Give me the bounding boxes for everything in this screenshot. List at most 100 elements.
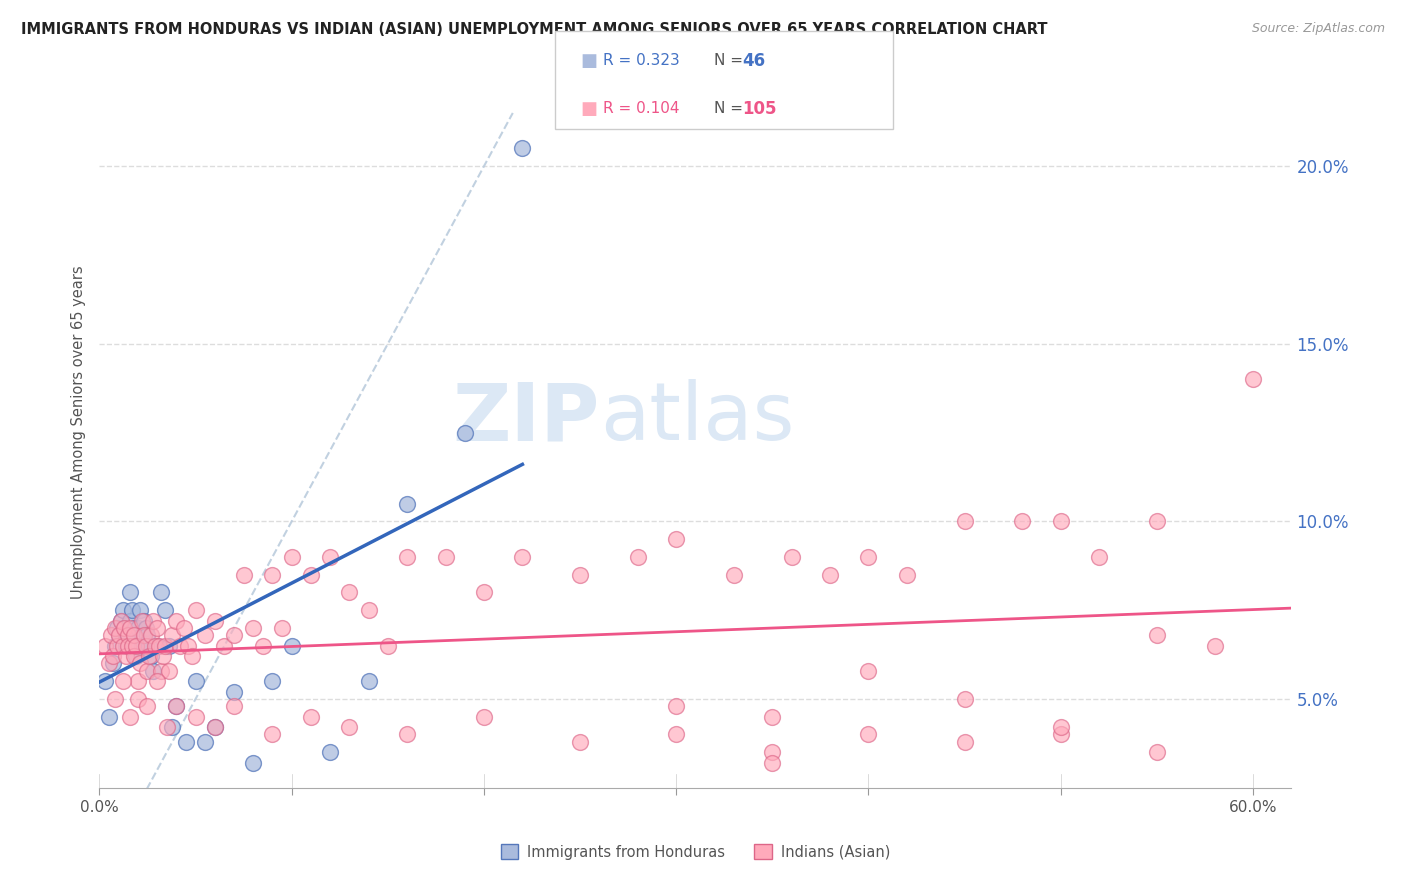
Point: [100, 628, 122, 642]
Point: [396, 497, 419, 511]
Point: [319, 549, 342, 564]
Point: [337, 720, 360, 734]
Point: [143, 639, 166, 653]
Point: [184, 710, 207, 724]
Point: [94, 639, 117, 653]
Point: [723, 567, 745, 582]
Point: [627, 549, 650, 564]
Point: [665, 727, 688, 741]
Point: [1011, 515, 1033, 529]
Point: [512, 141, 534, 155]
Point: [337, 585, 360, 599]
Text: N =: N =: [714, 54, 748, 68]
Point: [142, 614, 165, 628]
Point: [132, 614, 155, 628]
Point: [104, 639, 127, 653]
Point: [153, 639, 176, 653]
Point: [156, 720, 179, 734]
Text: ■: ■: [581, 100, 598, 118]
Point: [122, 649, 145, 664]
Point: [1204, 639, 1226, 653]
Point: [1049, 727, 1071, 741]
Point: [110, 614, 132, 628]
Point: [136, 699, 159, 714]
Point: [242, 756, 264, 770]
Point: [117, 628, 139, 642]
Point: [104, 621, 127, 635]
Point: [101, 657, 124, 671]
Point: [111, 603, 134, 617]
Point: [120, 614, 142, 628]
Point: [141, 649, 163, 664]
Point: [953, 515, 976, 529]
Point: [105, 621, 128, 635]
Point: [165, 699, 187, 714]
Point: [162, 720, 184, 734]
Point: [434, 549, 457, 564]
Point: [184, 603, 207, 617]
Point: [761, 756, 783, 770]
Text: R = 0.323: R = 0.323: [603, 54, 681, 68]
Point: [357, 674, 380, 689]
Point: [232, 567, 254, 582]
Point: [1146, 628, 1168, 642]
Point: [104, 692, 127, 706]
Point: [121, 639, 143, 653]
Point: [117, 639, 139, 653]
Point: [111, 674, 134, 689]
Point: [319, 745, 342, 759]
Y-axis label: Unemployment Among Seniors over 65 years: Unemployment Among Seniors over 65 years: [72, 266, 86, 599]
Point: [165, 614, 187, 628]
Point: [120, 585, 142, 599]
Point: [454, 425, 477, 440]
Point: [262, 567, 284, 582]
Legend: Immigrants from Honduras, Indians (Asian): Immigrants from Honduras, Indians (Asian…: [495, 838, 896, 866]
Point: [184, 674, 207, 689]
Point: [153, 603, 176, 617]
Point: [665, 699, 688, 714]
Point: [1049, 720, 1071, 734]
Point: [125, 639, 148, 653]
Point: [262, 674, 284, 689]
Point: [396, 549, 419, 564]
Text: R = 0.104: R = 0.104: [603, 102, 679, 116]
Text: ZIP: ZIP: [453, 379, 600, 458]
Point: [146, 674, 169, 689]
Text: N =: N =: [714, 102, 748, 116]
Point: [94, 674, 117, 689]
Text: ■: ■: [581, 52, 598, 70]
Point: [135, 639, 157, 653]
Point: [194, 734, 217, 748]
Point: [120, 710, 142, 724]
Point: [127, 621, 149, 635]
Point: [131, 628, 153, 642]
Point: [131, 614, 153, 628]
Point: [377, 639, 399, 653]
Point: [242, 621, 264, 635]
Point: [396, 727, 419, 741]
Point: [761, 710, 783, 724]
Point: [194, 628, 217, 642]
Point: [214, 639, 236, 653]
Point: [98, 710, 121, 724]
Point: [858, 664, 880, 678]
Point: [761, 745, 783, 759]
Text: atlas: atlas: [600, 379, 794, 458]
Point: [157, 639, 180, 653]
Point: [138, 649, 160, 664]
Point: [120, 621, 142, 635]
Point: [157, 664, 180, 678]
Point: [953, 692, 976, 706]
Point: [146, 621, 169, 635]
Point: [142, 664, 165, 678]
Point: [132, 628, 155, 642]
Point: [222, 628, 245, 642]
Point: [131, 639, 153, 653]
Point: [169, 639, 191, 653]
Point: [122, 628, 145, 642]
Point: [112, 621, 135, 635]
Point: [222, 699, 245, 714]
Point: [127, 692, 149, 706]
Point: [569, 734, 592, 748]
Point: [858, 549, 880, 564]
